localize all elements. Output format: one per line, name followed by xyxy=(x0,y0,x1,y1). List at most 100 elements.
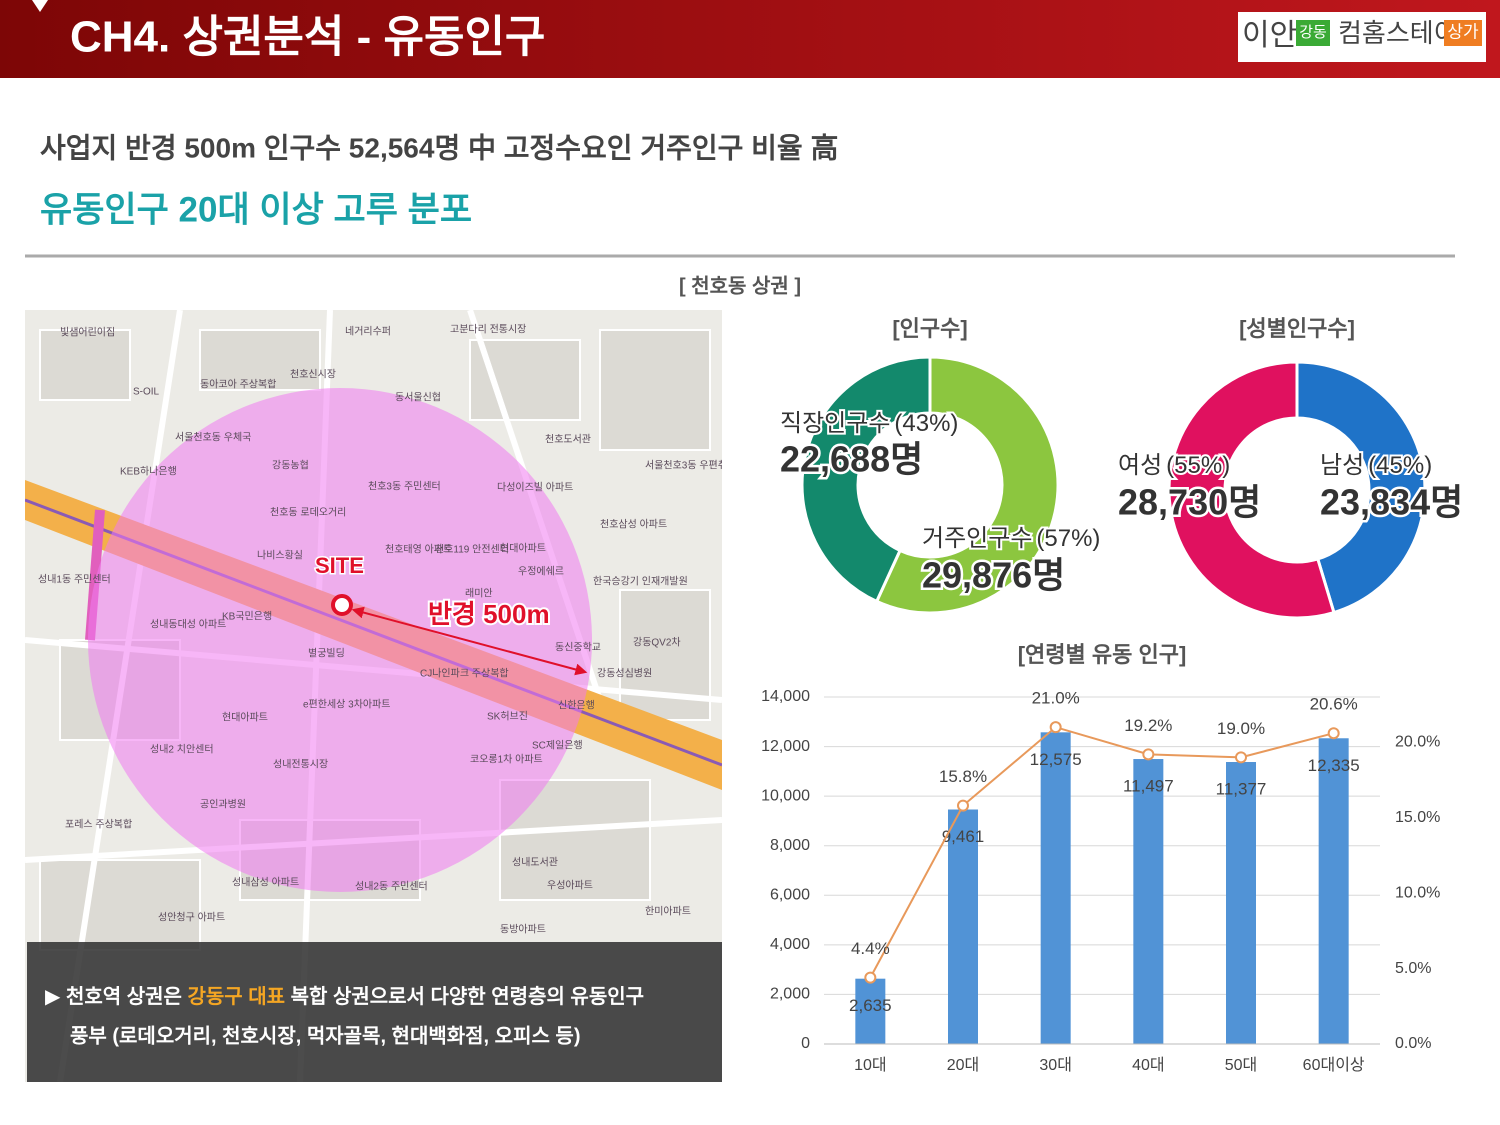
donut-segment xyxy=(874,355,1060,615)
line-value-label: 19.2% xyxy=(1124,716,1172,735)
line xyxy=(869,726,1334,979)
line-marker xyxy=(957,799,969,812)
map-label: 포레스 주상복합 xyxy=(65,819,132,831)
logo-text: 이안 xyxy=(1242,19,1297,52)
donut-segment xyxy=(1167,360,1336,620)
map-label: 성내1동 주민센터 xyxy=(38,574,111,586)
x-tick-label: 30대 xyxy=(1039,1056,1072,1074)
map-label: 동신중학교 xyxy=(555,642,601,654)
line-marker xyxy=(864,971,877,984)
bar-value-label: 11,497 xyxy=(1123,777,1174,796)
map-label: 성내삼성 아파트 xyxy=(232,877,299,889)
segment-label: 직장인구수 (43%) xyxy=(780,410,958,437)
map-label: 강동QV2차 xyxy=(633,637,681,649)
x-tick-label: 40대 xyxy=(1132,1056,1165,1074)
map-label: 서울천호3동 우편취급국 xyxy=(645,460,745,472)
header-mark xyxy=(32,0,48,12)
caption-bullet: ▶ xyxy=(45,986,61,1008)
map-label: 천호동 로데오거리 xyxy=(270,507,346,519)
map-label: 성내동대성 아파트 xyxy=(150,619,226,631)
map-label: 한미아파트 xyxy=(645,906,691,918)
logo-text: 강동 xyxy=(1299,24,1327,41)
map-label: 동아코아 주상복합 xyxy=(200,379,276,391)
x-tick-label: 20대 xyxy=(947,1056,980,1074)
segment-value: 23,834명 xyxy=(1320,482,1463,523)
map-label: 공인과병원 xyxy=(200,799,246,811)
map-label: 천호신시장 xyxy=(290,369,336,381)
map-label: SK허브진 xyxy=(487,711,528,723)
map-label: 천호태영 아파트 xyxy=(385,544,452,556)
x-tick-label: 50대 xyxy=(1225,1056,1258,1074)
map-label: 성내도서관 xyxy=(512,857,558,869)
map-label: 동방아파트 xyxy=(500,924,546,936)
segment-name: 거주인구수 xyxy=(922,525,1032,552)
x-tick-label: 60대이상 xyxy=(1303,1056,1365,1074)
x-tick-label: 10대 xyxy=(854,1056,887,1074)
map-label: 천호119 안전센터 xyxy=(435,544,509,556)
line-value-label: 20.6% xyxy=(1310,695,1358,714)
map-label: 코오롱1차 아파트 xyxy=(470,754,543,766)
map-label: 우정에쉐르 xyxy=(518,566,564,578)
map-label: 서울천호동 우체국 xyxy=(175,432,251,444)
tick-label: 0 xyxy=(801,1035,810,1052)
map-label: 우성아파트 xyxy=(547,880,593,892)
tick-label: 15.0% xyxy=(1395,809,1440,826)
caption-text: 복합 상권으로서 다양한 연령층의 유동인구 xyxy=(285,985,644,1008)
tick-label: 0.0% xyxy=(1395,1035,1431,1052)
segment-name: 여성 xyxy=(1118,452,1162,479)
line-marker xyxy=(1327,727,1340,740)
donut-segment xyxy=(800,355,932,604)
radius-circle xyxy=(88,388,592,892)
site-marker xyxy=(331,594,353,616)
tick-label: 12,000 xyxy=(761,738,810,755)
caption-line: ▶ 천호역 상권은 강동구 대표 복합 상권으로서 다양한 연령층의 유동인구 xyxy=(45,985,644,1008)
segment-value: 29,876명 xyxy=(922,555,1065,596)
line-value-label: 4.4% xyxy=(851,939,890,958)
radius-arrow xyxy=(351,606,588,676)
bar-value-label: 12,575 xyxy=(1030,750,1082,769)
segment-percent: (55%) xyxy=(1166,452,1230,479)
tick-label: 6,000 xyxy=(770,887,810,904)
map-label: KB국민은행 xyxy=(222,611,272,623)
map-label: KEB하나은행 xyxy=(120,465,177,478)
logo-badge xyxy=(1296,20,1330,46)
site-label: SITE xyxy=(315,553,364,578)
tick-label: 20.0% xyxy=(1395,733,1440,750)
map-label: 래미안 xyxy=(465,588,493,600)
logo-text: 컴홈스테이 xyxy=(1338,18,1458,48)
map-label: 현대아파트 xyxy=(500,543,546,555)
map-label: 성내2동 주민센터 xyxy=(355,881,428,893)
map-label: 네거리수퍼 xyxy=(345,326,391,338)
line-value-label: 21.0% xyxy=(1032,689,1080,708)
line-marker xyxy=(1049,721,1062,734)
tick-label: 10,000 xyxy=(761,787,810,804)
tick-label: 4,000 xyxy=(770,936,810,953)
map-label: 성내전통시장 xyxy=(273,759,328,771)
bar-value-label: 9,461 xyxy=(942,827,985,846)
tick-label: 14,000 xyxy=(761,688,810,705)
bar xyxy=(1133,759,1164,1044)
bar xyxy=(855,978,886,1044)
map-label: SC제일은행 xyxy=(532,740,583,752)
logo: 이안 강동 컴홈스테이 상가 xyxy=(1238,12,1486,62)
map-label: CJ나인파크 주상복합 xyxy=(420,668,509,680)
line-marker xyxy=(1142,748,1155,761)
chart-title: [인구수] xyxy=(892,316,967,341)
segment-name: 남성 xyxy=(1320,452,1364,479)
bar xyxy=(948,809,978,1044)
radius-label: 반경 500m xyxy=(428,599,550,629)
segment-percent: (57%) xyxy=(1036,525,1100,552)
map-label: 강동성심병원 xyxy=(597,668,652,680)
segment-label: 남성 (45%) xyxy=(1320,452,1432,479)
bar-value-label: 12,335 xyxy=(1308,756,1360,775)
line-marker xyxy=(1235,751,1247,764)
donut-segment xyxy=(1295,360,1427,615)
map-label: 천호삼성 아파트 xyxy=(600,519,667,531)
map-label: 나비스황실 xyxy=(257,550,303,562)
map-label: 천호3동 주민센터 xyxy=(368,481,441,493)
segment-label: 거주인구수 (57%) xyxy=(922,525,1100,552)
bar-value-label: 2,635 xyxy=(849,996,892,1015)
map-label: 현대아파트 xyxy=(222,712,268,724)
logo-text: 상가 xyxy=(1447,22,1479,41)
